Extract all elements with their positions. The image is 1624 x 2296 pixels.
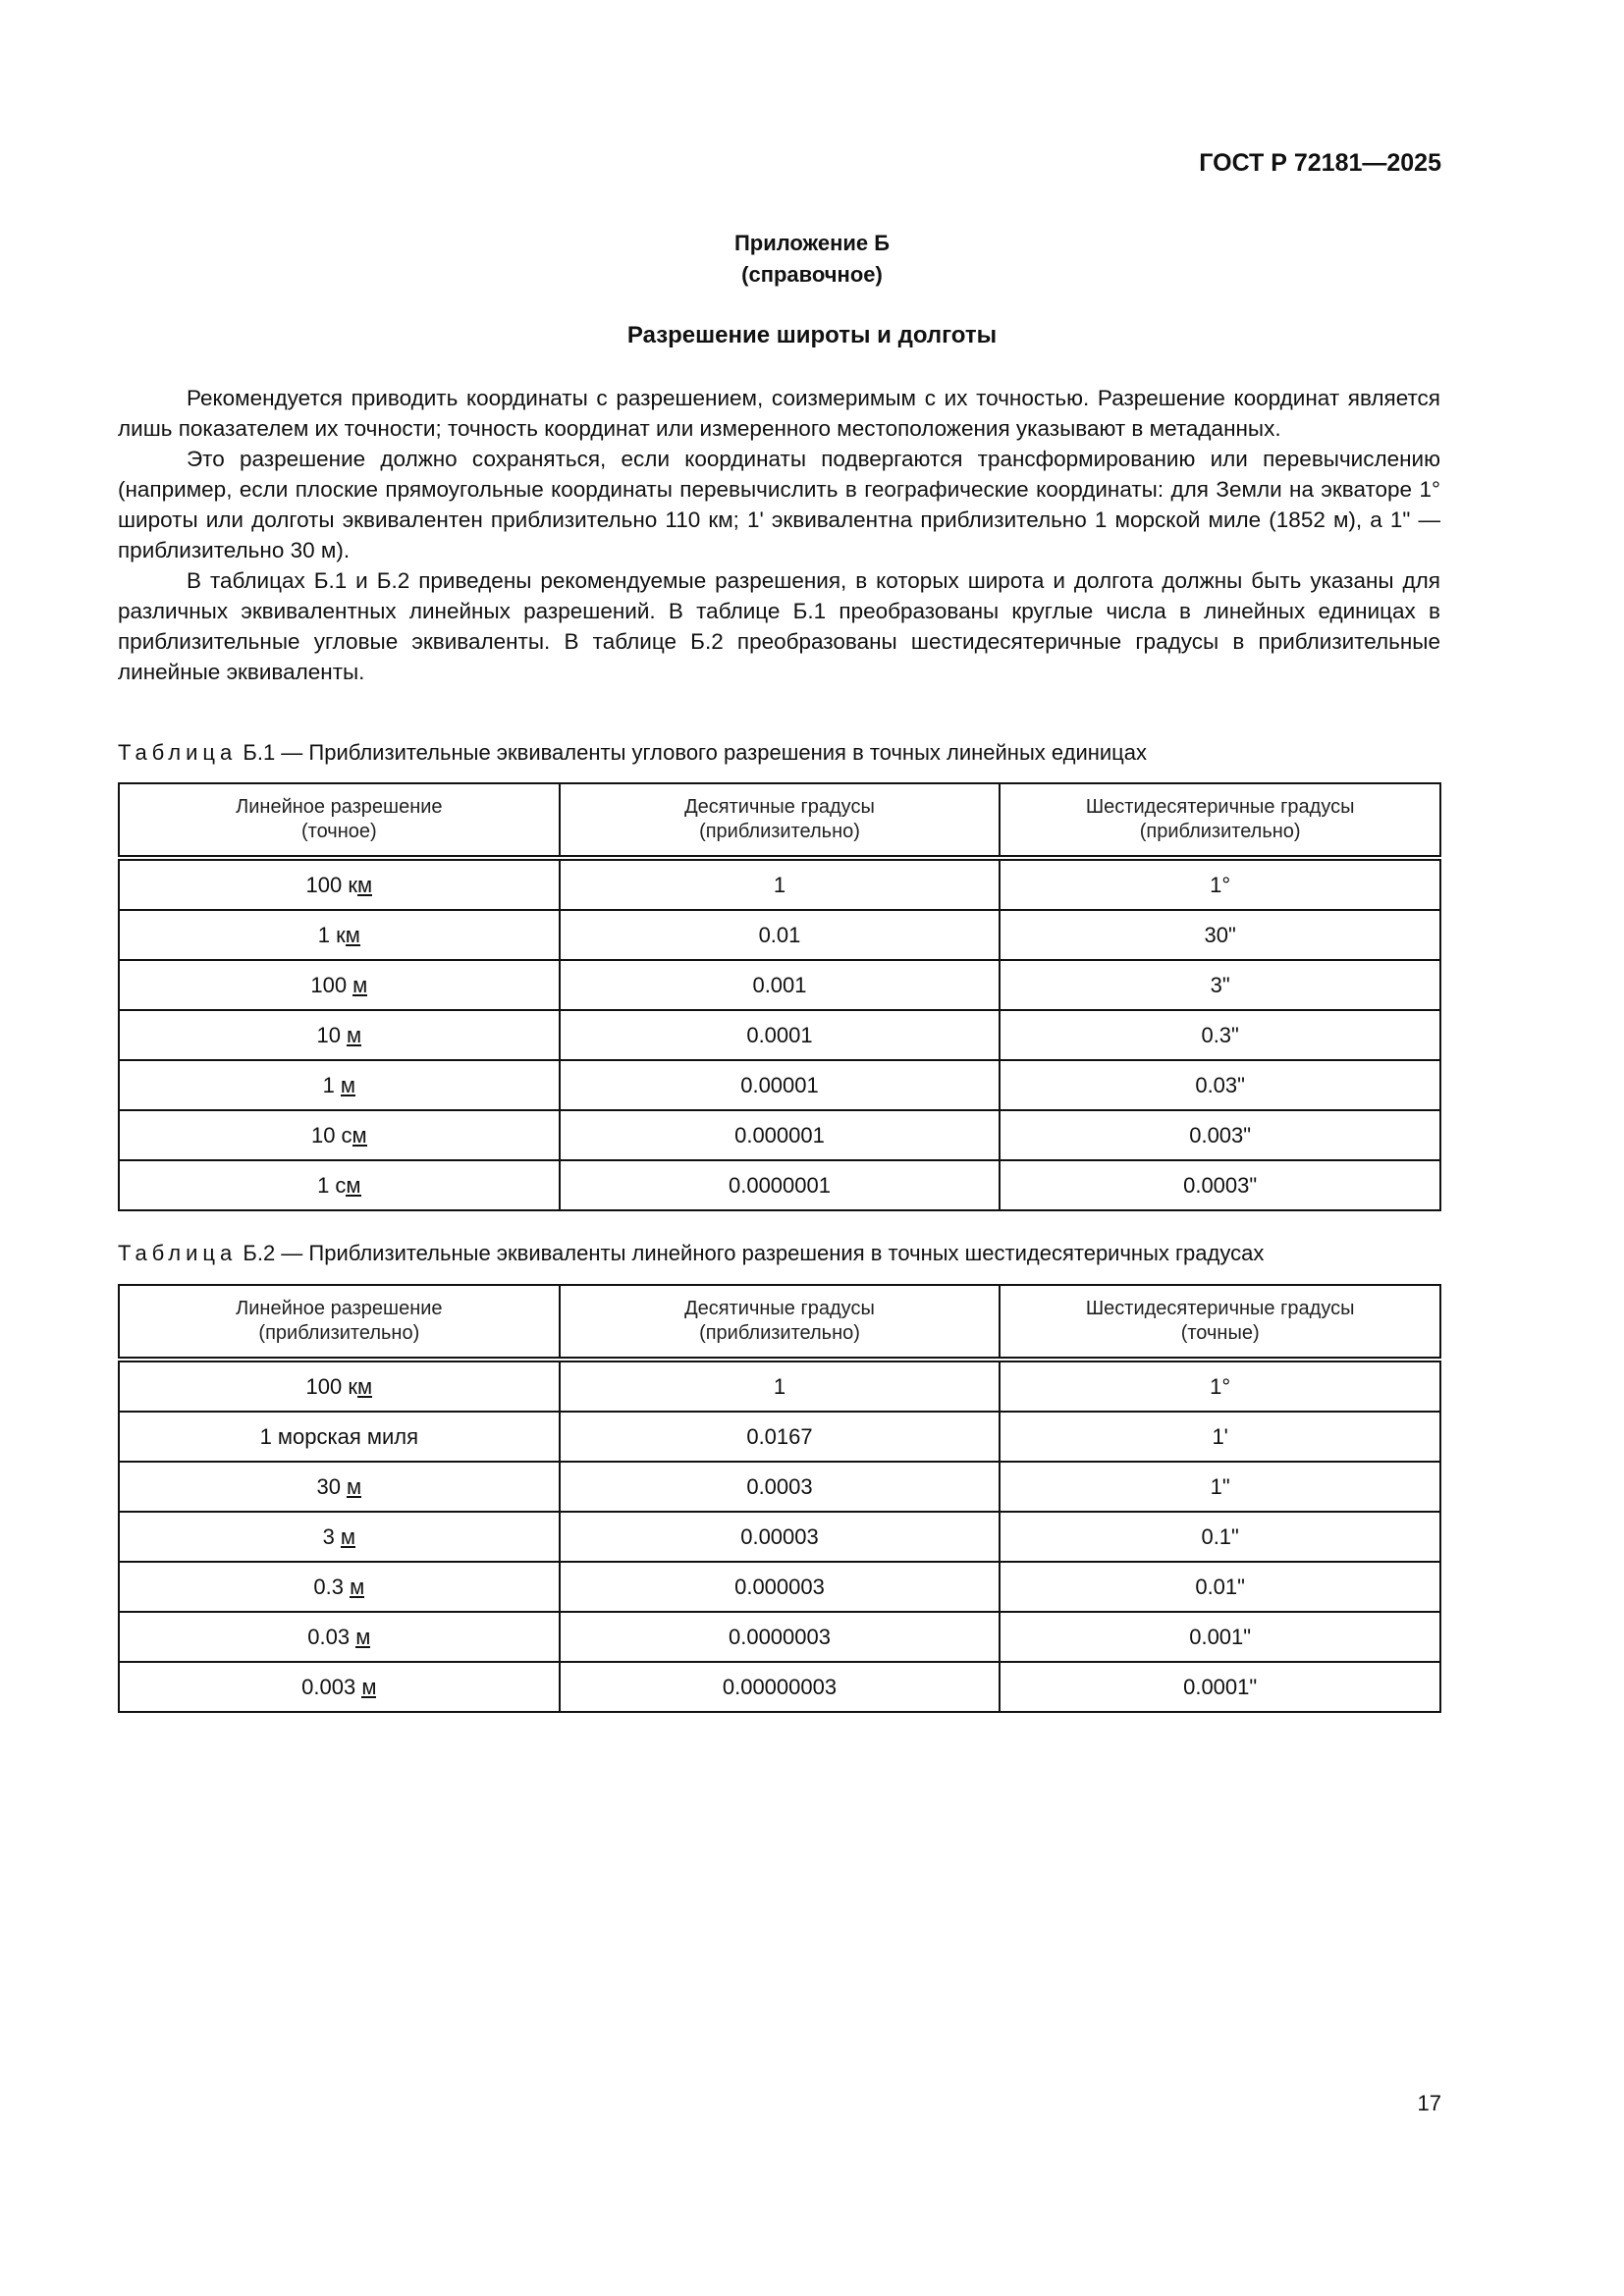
column-header-line: (приблизительно) [699, 821, 860, 842]
table-row: 10 м 0.0001 0.3" [118, 1009, 1441, 1061]
table-cell: 1 см [118, 1159, 561, 1211]
body-text: Рекомендуется приводить координаты с раз… [118, 383, 1440, 687]
column-header-line: (приблизительно) [258, 1322, 420, 1344]
table-header-row: Линейное разрешение (приблизительно) Десят… [118, 1284, 1441, 1361]
table-row: 0.003 м 0.00000003 0.0001" [118, 1661, 1441, 1713]
table-cell: 1 [558, 1359, 1001, 1413]
table-row: 30 м 0.0003 1" [118, 1461, 1441, 1513]
table-row: 1 см 0.0000001 0.0003" [118, 1159, 1441, 1211]
column-header: Линейное разрешение (точное) [118, 782, 561, 859]
table-cell: 0.001 [558, 959, 1001, 1011]
appendix-label: Приложение Б [733, 231, 891, 255]
table-cell: 3" [999, 959, 1441, 1011]
table-cell: 3 м [118, 1511, 561, 1563]
table-row: 1 км 0.01 30" [118, 909, 1441, 961]
table-row: 0.03 м 0.0000003 0.001" [118, 1611, 1441, 1663]
table-cell: 1 м [118, 1059, 561, 1111]
table-label: Таблица [118, 740, 238, 765]
table-cell: 0.00001 [558, 1059, 1001, 1111]
table-b2: Линейное разрешение (приблизительно) Десят… [118, 1284, 1441, 1713]
paragraph: Это разрешение должно сохраняться, если … [118, 447, 1440, 562]
page-number: 17 [1417, 2091, 1441, 2115]
column-header: Шестидесятеричные градусы (точные) [999, 1284, 1441, 1361]
table-caption-b1: Таблица Б.1 — Приблизительные эквивалент… [118, 740, 1147, 766]
table-cell: 0.0001 [558, 1009, 1001, 1061]
column-header: Десятичные градусы (приблизительно) [558, 782, 1001, 859]
appendix-type: (справочное) [741, 262, 883, 287]
table-cell: 1° [999, 1359, 1441, 1413]
table-cell: 0.00000003 [558, 1661, 1001, 1713]
paragraph: Рекомендуется приводить координаты с раз… [118, 386, 1440, 441]
table-cell: 1° [999, 857, 1441, 911]
table-cell: 30 м [118, 1461, 561, 1513]
column-header-line: (точное) [301, 821, 377, 842]
table-caption-text: Б.1 — Приблизительные эквиваленты углово… [243, 740, 1148, 765]
table-cell: 100 м [118, 959, 561, 1011]
table-cell: 0.0001" [999, 1661, 1441, 1713]
column-header-line: Шестидесятеричные градусы [1085, 1298, 1355, 1319]
table-cell: 10 м [118, 1009, 561, 1061]
table-cell: 0.000001 [558, 1109, 1001, 1161]
table-caption-b2: Таблица Б.2 — Приблизительные эквивалент… [118, 1241, 1264, 1266]
table-b1: Линейное разрешение (точное) Десятичные гр… [118, 782, 1441, 1211]
table-cell: 0.000003 [558, 1561, 1001, 1613]
appendix-heading: Приложение Б (справочное) [0, 228, 1624, 291]
paragraph: В таблицах Б.1 и Б.2 приведены рекоменду… [118, 568, 1440, 684]
table-cell: 1" [999, 1461, 1441, 1513]
table-header-row: Линейное разрешение (точное) Десятичные гр… [118, 782, 1441, 859]
table-cell: 0.00003 [558, 1511, 1001, 1563]
table-cell: 0.3" [999, 1009, 1441, 1061]
column-header-line: Десятичные градусы [684, 796, 875, 818]
column-header-line: Линейное разрешение [236, 796, 443, 818]
table-row: 100 км 1 1° [118, 1359, 1441, 1413]
table-cell: 1 морская миля [118, 1411, 561, 1463]
document-id: ГОСТ Р 72181—2025 [1199, 149, 1441, 177]
table-cell: 0.01" [999, 1561, 1441, 1613]
column-header-line: Десятичные градусы [684, 1298, 875, 1319]
column-header-line: (приблизительно) [1139, 821, 1301, 842]
table-cell: 0.0167 [558, 1411, 1001, 1463]
column-header-line: (точные) [1180, 1322, 1260, 1344]
column-header-line: Шестидесятеричные градусы [1085, 796, 1355, 818]
table-cell: 0.01 [558, 909, 1001, 961]
table-label: Таблица [118, 1241, 238, 1265]
table-cell: 10 см [118, 1109, 561, 1161]
column-header: Десятичные градусы (приблизительно) [558, 1284, 1001, 1361]
table-cell: 100 км [118, 1359, 561, 1413]
column-header-line: Линейное разрешение [236, 1298, 443, 1319]
table-cell: 0.3 м [118, 1561, 561, 1613]
table-cell: 0.1" [999, 1511, 1441, 1563]
table-row: 3 м 0.00003 0.1" [118, 1511, 1441, 1563]
table-row: 1 м 0.00001 0.03" [118, 1059, 1441, 1111]
column-header-line: (приблизительно) [699, 1322, 860, 1344]
table-cell: 30" [999, 909, 1441, 961]
table-cell: 0.0000001 [558, 1159, 1001, 1211]
table-cell: 0.03 м [118, 1611, 561, 1663]
table-row: 100 м 0.001 3" [118, 959, 1441, 1011]
section-title: Разрешение широты и долготы [626, 322, 998, 348]
table-cell: 0.001" [999, 1611, 1441, 1663]
table-cell: 1 км [118, 909, 561, 961]
table-cell: 0.0000003 [558, 1611, 1001, 1663]
table-row: 100 км 1 1° [118, 857, 1441, 911]
table-cell: 0.0003" [999, 1159, 1441, 1211]
table-cell: 0.003 м [118, 1661, 561, 1713]
column-header: Шестидесятеричные градусы (приблизительно… [999, 782, 1441, 859]
column-header: Линейное разрешение (приблизительно) [118, 1284, 561, 1361]
table-row: 10 см 0.000001 0.003" [118, 1109, 1441, 1161]
table-cell: 0.0003 [558, 1461, 1001, 1513]
table-row: 0.3 м 0.000003 0.01" [118, 1561, 1441, 1613]
table-cell: 0.003" [999, 1109, 1441, 1161]
table-cell: 1 [558, 857, 1001, 911]
table-row: 1 морская миля 0.0167 1' [118, 1411, 1441, 1463]
table-cell: 100 км [118, 857, 561, 911]
table-cell: 1' [999, 1411, 1441, 1463]
table-caption-text: Б.2 — Приблизительные эквиваленты линейн… [243, 1241, 1265, 1265]
table-cell: 0.03" [999, 1059, 1441, 1111]
